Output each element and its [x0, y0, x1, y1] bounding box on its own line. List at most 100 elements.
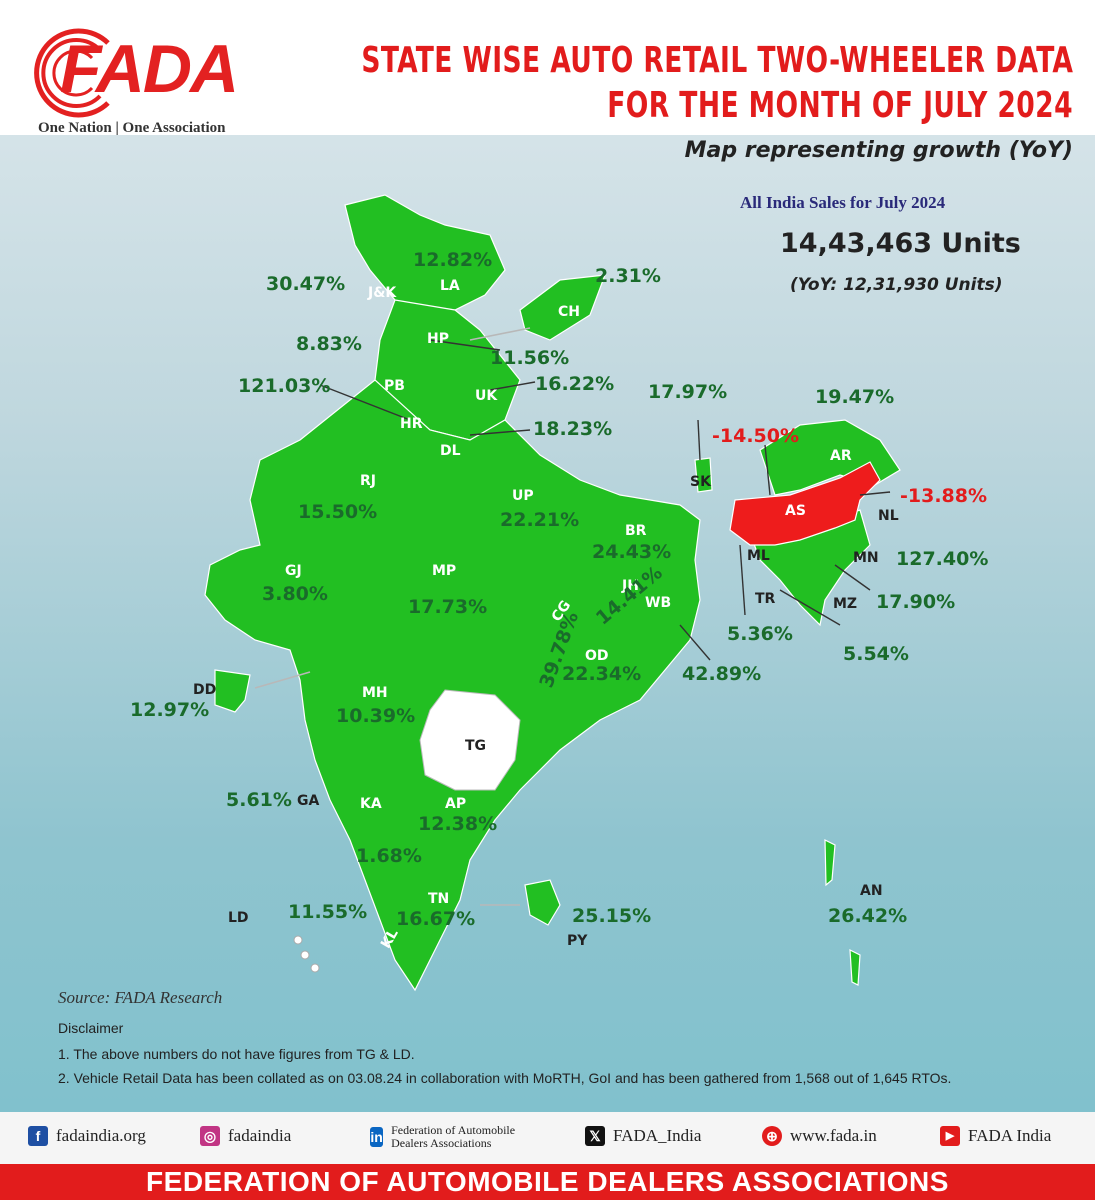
growth-mp: 17.73% — [408, 596, 487, 618]
growth-py: 25.15% — [572, 905, 651, 927]
code-tr: TR — [755, 591, 776, 607]
growth-ar: 19.47% — [815, 386, 894, 408]
growth-as: -14.50% — [712, 425, 799, 447]
region-dd-inset — [214, 669, 251, 713]
growth-ga: 5.61% — [226, 789, 292, 811]
region-sk — [694, 457, 713, 493]
region-as-nl — [729, 461, 881, 546]
social-label: www.fada.in — [790, 1126, 877, 1145]
code-ml: ML — [747, 548, 770, 564]
region-ld — [293, 935, 320, 973]
growth-tn: 16.67% — [396, 908, 475, 930]
growth-ka: 1.68% — [356, 845, 422, 867]
growth-nl: -13.88% — [900, 485, 987, 507]
social-footer — [0, 1112, 1095, 1164]
region-py-inset — [524, 879, 561, 926]
code-gj: GJ — [285, 563, 302, 579]
growth-hp: 8.83% — [296, 333, 362, 355]
growth-tr: 5.54% — [843, 643, 909, 665]
social-linkedin[interactable]: in Federation of Automobile Dealers Asso… — [370, 1124, 540, 1150]
growth-dd: 12.97% — [130, 699, 209, 721]
code-mn: MN — [853, 550, 879, 566]
region-an — [824, 839, 836, 887]
header-band — [0, 0, 1095, 135]
code-jh: JH — [621, 578, 639, 594]
growth-la: 12.82% — [413, 249, 492, 271]
sales-units: 14,43,463 Units — [780, 228, 1021, 259]
social-youtube[interactable]: ▶ FADA India — [940, 1126, 1051, 1146]
code-tg: TG — [465, 738, 486, 754]
social-label: fadaindia.org — [56, 1126, 146, 1145]
social-x[interactable]: 𝕏 FADA_India — [585, 1126, 701, 1146]
india-growth-map: J&K LA CH HP PB HR UK DL RJ UP BR SK AR … — [130, 194, 988, 992]
code-ld: LD — [228, 910, 249, 926]
code-ap: AP — [445, 796, 466, 812]
code-up: UP — [512, 488, 534, 504]
region-tg — [419, 689, 521, 791]
code-hr: HR — [400, 416, 423, 432]
youtube-icon: ▶ — [940, 1126, 960, 1146]
code-hp: HP — [427, 331, 449, 347]
growth-dl: 18.23% — [533, 418, 612, 440]
code-dd: DD — [193, 682, 216, 698]
growth-ap: 12.38% — [418, 813, 497, 835]
code-tn: TN — [428, 891, 449, 907]
sales-yoy: (YoY: 12,31,930 Units) — [790, 275, 1003, 295]
code-wb: WB — [645, 595, 671, 611]
x-icon: 𝕏 — [585, 1126, 605, 1146]
growth-sk: 17.97% — [648, 381, 727, 403]
page-title-line1: STATE WISE AUTO RETAIL TWO-WHEELER DATA — [360, 40, 1073, 81]
code-ga: GA — [297, 793, 319, 809]
growth-wb: 42.89% — [682, 663, 761, 685]
region-mainland — [204, 379, 701, 992]
code-rj: RJ — [360, 473, 376, 489]
page-title-line2: FOR THE MONTH OF JULY 2024 — [607, 85, 1073, 126]
footer-title: FEDERATION OF AUTOMOBILE DEALERS ASSOCIA… — [146, 1166, 949, 1197]
fada-logo-swoosh-icon — [34, 28, 110, 118]
region-jk-la — [344, 194, 506, 311]
logo-text: FADA — [60, 31, 239, 107]
code-as: AS — [785, 503, 806, 519]
code-mp: MP — [432, 563, 456, 579]
growth-up: 22.21% — [500, 509, 579, 531]
social-instagram[interactable]: ◎ fadaindia — [200, 1126, 291, 1146]
map-subtitle: Map representing growth (YoY) — [684, 138, 1073, 163]
region-ch-inset — [519, 274, 606, 341]
code-py: PY — [567, 933, 588, 949]
code-an: AN — [860, 883, 883, 899]
code-jk: J&K — [367, 285, 397, 301]
source-note: Source: FADA Research — [58, 988, 223, 1007]
code-uk: UK — [475, 388, 498, 404]
growth-ml: 5.36% — [727, 623, 793, 645]
code-mz: MZ — [833, 596, 857, 612]
code-ch: CH — [558, 304, 580, 320]
disclaimer-item-2: 2. Vehicle Retail Data has been collated… — [58, 1070, 952, 1086]
code-od: OD — [585, 648, 609, 664]
social-website[interactable]: ⊕ www.fada.in — [762, 1126, 877, 1146]
growth-an: 26.42% — [828, 905, 907, 927]
social-label: fadaindia — [228, 1126, 292, 1145]
disclaimer-item-1: 1. The above numbers do not have figures… — [58, 1046, 415, 1062]
code-nl: NL — [878, 508, 899, 524]
code-br: BR — [625, 523, 647, 539]
social-label: Federation of Automobile Dealers Associa… — [391, 1123, 516, 1150]
social-label: FADA_India — [613, 1126, 702, 1145]
growth-jk: 30.47% — [266, 273, 345, 295]
growth-rj: 15.50% — [298, 501, 377, 523]
growth-hp-ch: 11.56% — [490, 347, 569, 369]
linkedin-icon: in — [370, 1127, 384, 1147]
sales-heading: All India Sales for July 2024 — [740, 193, 946, 212]
growth-kl: 11.55% — [288, 901, 367, 923]
growth-pb-hr: 121.03% — [238, 375, 330, 397]
growth-mn: 127.40% — [896, 548, 988, 570]
facebook-icon: f — [28, 1126, 48, 1146]
code-ar: AR — [830, 448, 852, 464]
growth-gj: 3.80% — [262, 583, 328, 605]
growth-mh: 10.39% — [336, 705, 415, 727]
social-facebook[interactable]: f fadaindia.org — [28, 1126, 146, 1146]
social-label: FADA India — [968, 1126, 1052, 1145]
code-sk: SK — [690, 474, 712, 490]
growth-mz: 17.90% — [876, 591, 955, 613]
disclaimer-title: Disclaimer — [58, 1020, 124, 1036]
growth-br: 24.43% — [592, 541, 671, 563]
